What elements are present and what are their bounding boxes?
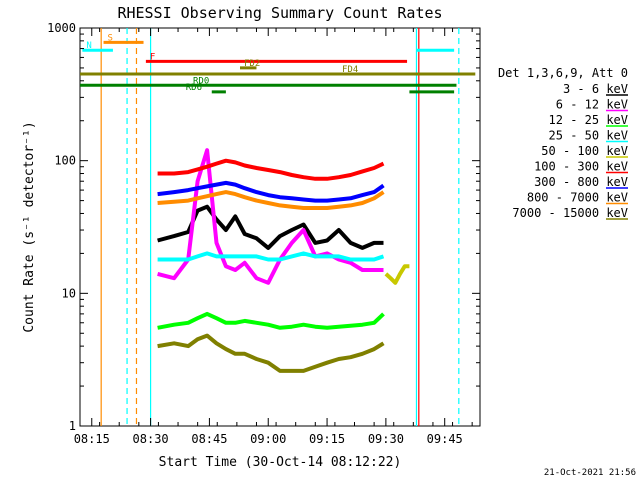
flag-label-s-0: S — [108, 33, 113, 43]
series-lines — [157, 148, 410, 373]
legend-label-100-300-kev: 100 - 300 keV — [534, 160, 628, 174]
series-3-6-kev — [157, 204, 384, 250]
y-axis-label: Count Rate (s⁻¹ detector⁻¹) — [22, 121, 37, 332]
legend-label-25-50-kev: 25 - 50 keV — [549, 129, 628, 143]
attenuator-markers — [100, 28, 460, 426]
flag-label-fd4-5: FD4 — [342, 65, 358, 75]
y-tick-label: 100 — [54, 154, 76, 168]
y-tick-label: 1000 — [47, 21, 76, 35]
flag-label-fd2-4: FD2 — [244, 59, 260, 69]
legend-label-50-100-kev: 50 - 100 keV — [541, 144, 628, 158]
x-tick-label: 08:15 — [74, 432, 110, 446]
chart-title: RHESSI Observing Summary Count Rates — [117, 4, 442, 22]
x-axis-label: Start Time (30-Oct-14 08:12:22) — [159, 455, 402, 470]
flag-label-rd0-6: RD0 — [193, 76, 209, 86]
y-tick-label: 1 — [69, 419, 76, 433]
legend-title: Det 1,3,6,9, Att 0 — [498, 66, 628, 80]
series-300-800-kev — [157, 180, 385, 203]
series-800-7000-kev — [157, 190, 385, 210]
legend-label-7000-15000-kev: 7000 - 15000 keV — [512, 206, 628, 220]
legend-label-3-6-kev: 3 - 6 keV — [563, 82, 628, 96]
x-axis-ticks: 08:15 08:30 08:45 09:00 09:15 09:30 09:45 — [74, 28, 473, 446]
x-tick-label: 09:30 — [368, 432, 404, 446]
series-50-100-kev — [384, 264, 410, 285]
series-6-12-kev — [157, 148, 384, 285]
y-tick-label: 10 — [62, 286, 76, 300]
series-12-25-kev — [157, 311, 385, 330]
legend-label-6-12-kev: 6 - 12 keV — [556, 98, 628, 112]
legend-label-12-25-kev: 12 - 25 keV — [549, 113, 628, 127]
flag-label-f-3: F — [150, 52, 155, 62]
plot-frame — [79, 27, 481, 427]
flag-label-rd6-7: RD6 — [186, 83, 202, 93]
x-tick-label: 09:45 — [427, 432, 463, 446]
series-25-50-kev — [157, 251, 385, 262]
flag-label-n-1: N — [86, 41, 91, 51]
y-axis-ticks: 1 10 100 1000 — [47, 21, 480, 433]
x-tick-label: 08:45 — [191, 432, 227, 446]
x-tick-label: 09:15 — [309, 432, 345, 446]
footer-date: 21-Oct-2021 21:56 — [544, 468, 636, 478]
legend-label-300-800-kev: 300 - 800 keV — [534, 175, 628, 189]
series-100-300-kev — [157, 158, 385, 181]
x-tick-label: 08:30 — [133, 432, 169, 446]
x-tick-label: 09:00 — [250, 432, 286, 446]
series-7000-15000-kev — [157, 333, 385, 373]
legend-label-800-7000-kev: 800 - 7000 keV — [527, 191, 628, 205]
